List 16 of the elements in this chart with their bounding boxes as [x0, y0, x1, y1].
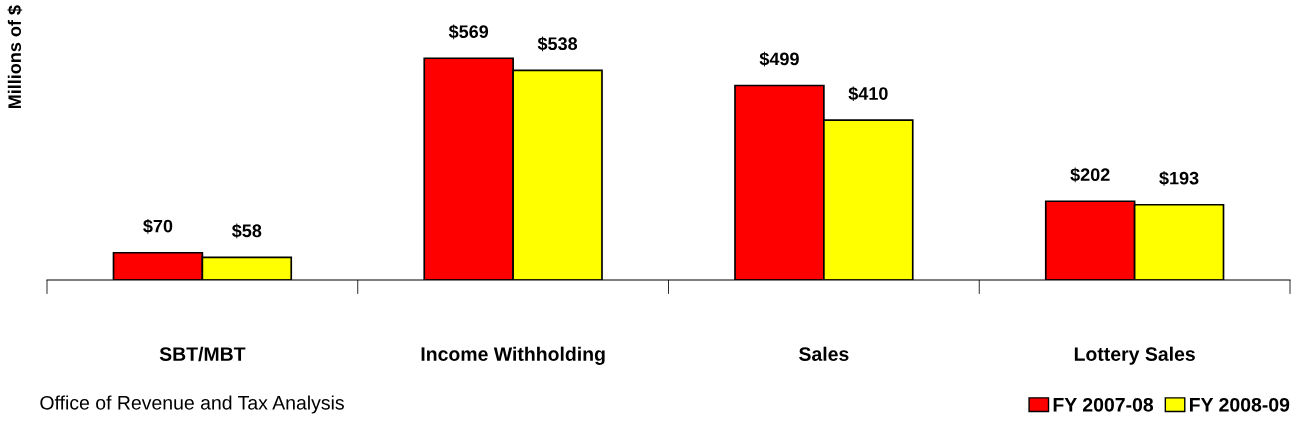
x-tick-label: Income Withholding	[421, 346, 605, 365]
x-tick-label: SBT/MBT	[159, 346, 246, 362]
y-axis-title: Millions of $	[7, 5, 23, 109]
x-tick-label: Lottery Sales	[1074, 346, 1195, 365]
data-label: $193	[1159, 170, 1199, 186]
data-label: $538	[537, 36, 578, 52]
data-label: $58	[231, 223, 262, 239]
data-label: $499	[759, 51, 799, 67]
legend-label: FY 2008-09	[1189, 397, 1290, 412]
data-label: $202	[1070, 167, 1110, 183]
data-label: $70	[143, 218, 173, 234]
x-tick-label: Sales	[799, 346, 849, 361]
legend-label: FY 2007-08	[1053, 397, 1154, 412]
data-label: $569	[448, 24, 489, 40]
text: Office of Revenue and Tax Analysis	[40, 395, 344, 414]
data-label: $410	[848, 86, 888, 102]
